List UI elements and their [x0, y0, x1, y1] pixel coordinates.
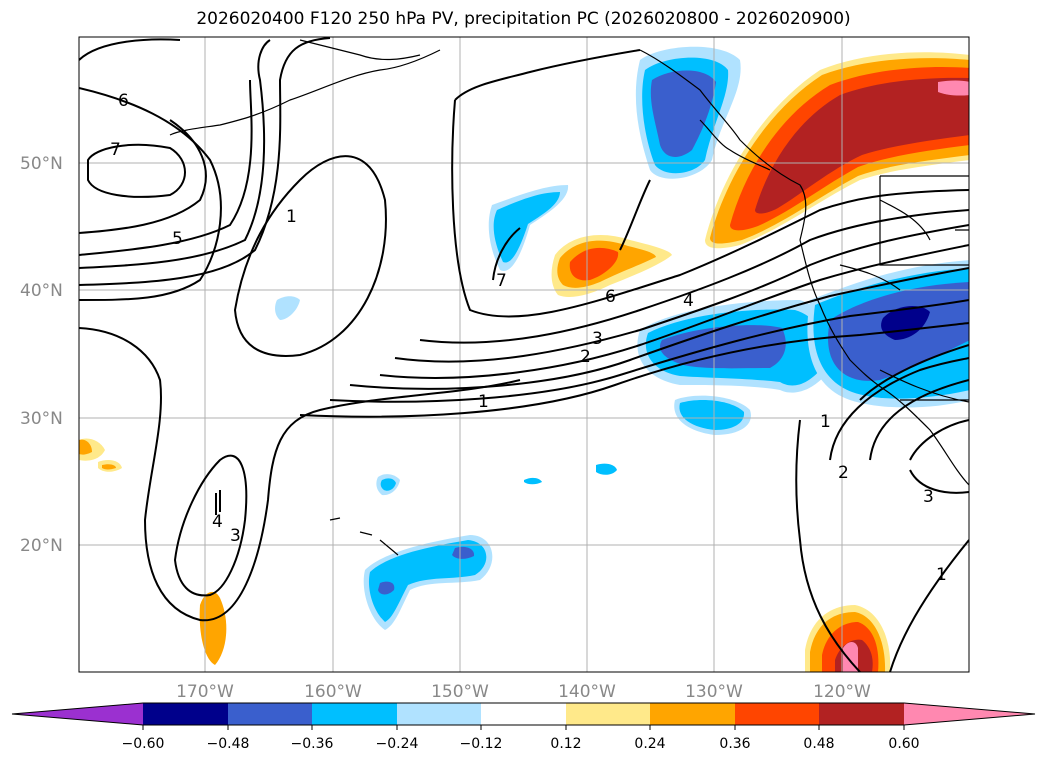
- colorbar-tick: 0.60: [888, 736, 919, 752]
- colorbar-bin: [819, 703, 904, 725]
- contour-label: 1: [820, 412, 831, 432]
- lat-label: 20°N: [20, 536, 63, 556]
- map-title: 2026020400 F120 250 hPa PV, precipitatio…: [196, 9, 851, 29]
- colorbar-bin: [566, 703, 650, 725]
- colorbar-extend-max: [904, 703, 1035, 725]
- colorbar-extend-min: [12, 703, 143, 725]
- contour-label: 2: [838, 463, 849, 483]
- contour-label: 7: [496, 271, 507, 291]
- colorbar: −0.60 −0.48 −0.36 −0.24 −0.12 0.12 0.24 …: [11, 702, 1036, 752]
- lon-label: 130°W: [685, 682, 743, 702]
- contour-label: 3: [592, 329, 603, 349]
- colorbar-bin: [481, 703, 566, 725]
- colorbar-bin: [228, 703, 312, 725]
- contour-label: 5: [172, 229, 183, 249]
- colorbar-bin: [650, 703, 735, 725]
- map-frame: [78, 36, 970, 673]
- colorbar-bin: [143, 703, 228, 725]
- contour-label: 3: [923, 487, 934, 507]
- contour-label: 3: [230, 526, 241, 546]
- colorbar-tick: −0.48: [207, 736, 250, 752]
- colorbar-tick: 0.36: [719, 736, 750, 752]
- lon-label: 150°W: [431, 682, 489, 702]
- pv-contours: [79, 37, 969, 672]
- latitude-labels: 50°N 40°N 30°N 20°N: [20, 154, 63, 556]
- lon-label: 170°W: [176, 682, 234, 702]
- contour-label: 1: [478, 392, 489, 412]
- colorbar-tick: −0.24: [376, 736, 419, 752]
- colorbar-bin: [735, 703, 819, 725]
- colorbar-tick: −0.12: [460, 736, 503, 752]
- colorbar-tick: 0.48: [803, 736, 834, 752]
- contour-label: 2: [580, 347, 591, 367]
- colorbar-tick: −0.36: [291, 736, 334, 752]
- colorbar-tick: 0.24: [634, 736, 665, 752]
- coastlines: [169, 39, 969, 556]
- lat-label: 40°N: [20, 281, 63, 301]
- contour-label: 6: [118, 91, 129, 111]
- colorbar-bin: [312, 703, 397, 725]
- contour-label-group: 6 7 5 1 7 6 4 3 2 1 4 3 1 2 3 1: [110, 91, 947, 585]
- longitude-labels: 170°W 160°W 150°W 140°W 130°W 120°W: [176, 682, 871, 702]
- lon-label: 120°W: [813, 682, 871, 702]
- contour-label: 4: [212, 512, 223, 532]
- graticule: [79, 37, 969, 672]
- contour-label: 4: [683, 291, 694, 311]
- colorbar-tick: −0.60: [122, 736, 165, 752]
- precip-positive-shading: [79, 52, 969, 672]
- colorbar-tick: 0.12: [550, 736, 581, 752]
- contour-label: 1: [286, 207, 297, 227]
- lon-label: 160°W: [304, 682, 362, 702]
- lon-label: 140°W: [558, 682, 616, 702]
- contour-label: 1: [936, 565, 947, 585]
- lat-label: 50°N: [20, 154, 63, 174]
- contour-label: 7: [110, 140, 121, 160]
- colorbar-bin: [397, 703, 481, 725]
- lat-label: 30°N: [20, 409, 63, 429]
- contour-label: 6: [605, 287, 616, 307]
